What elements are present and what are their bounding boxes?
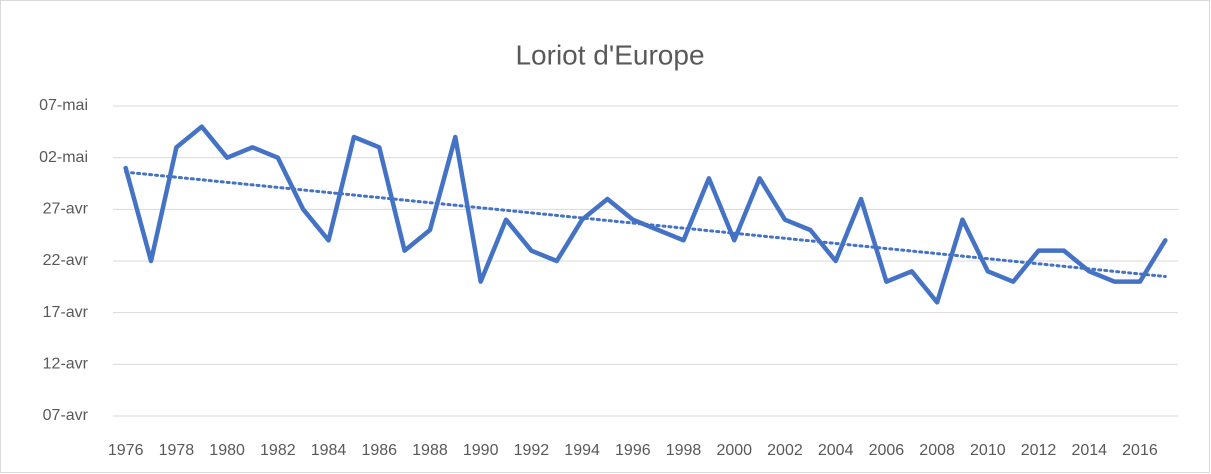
y-tick-label: 17-avr: [43, 304, 89, 321]
x-tick-label: 1998: [666, 442, 702, 459]
y-tick-label: 12-avr: [43, 356, 89, 373]
x-tick-label: 2008: [919, 442, 955, 459]
x-tick-label: 2002: [767, 442, 803, 459]
x-tick-label: 1996: [615, 442, 651, 459]
x-tick-label: 1990: [463, 442, 499, 459]
x-tick-label: 2016: [1122, 442, 1158, 459]
x-tick-label: 2014: [1071, 442, 1107, 459]
x-tick-label: 2000: [716, 442, 752, 459]
y-tick-label: 22-avr: [43, 252, 89, 269]
chart-title: Loriot d'Europe: [515, 39, 704, 70]
data-line: [123, 124, 1168, 305]
x-tick-label: 2012: [1021, 442, 1057, 459]
x-tick-label: 1982: [260, 442, 296, 459]
y-tick-label: 02-mai: [39, 149, 88, 166]
x-tick-label: 2004: [818, 442, 854, 459]
y-tick-label: 07-avr: [43, 407, 89, 424]
x-tick-label: 1986: [361, 442, 397, 459]
x-tick-label: 1988: [412, 442, 448, 459]
x-tick-label: 1976: [108, 442, 144, 459]
x-tick-label: 1978: [159, 442, 195, 459]
x-tick-label: 1984: [311, 442, 347, 459]
x-tick-label: 1980: [209, 442, 245, 459]
y-tick-label: 07-mai: [39, 97, 88, 114]
x-tick-label: 2010: [970, 442, 1006, 459]
x-tick-label: 2006: [869, 442, 905, 459]
x-tick-label: 1992: [514, 442, 550, 459]
y-tick-label: 27-avr: [43, 201, 89, 218]
x-tick-label: 1994: [564, 442, 600, 459]
